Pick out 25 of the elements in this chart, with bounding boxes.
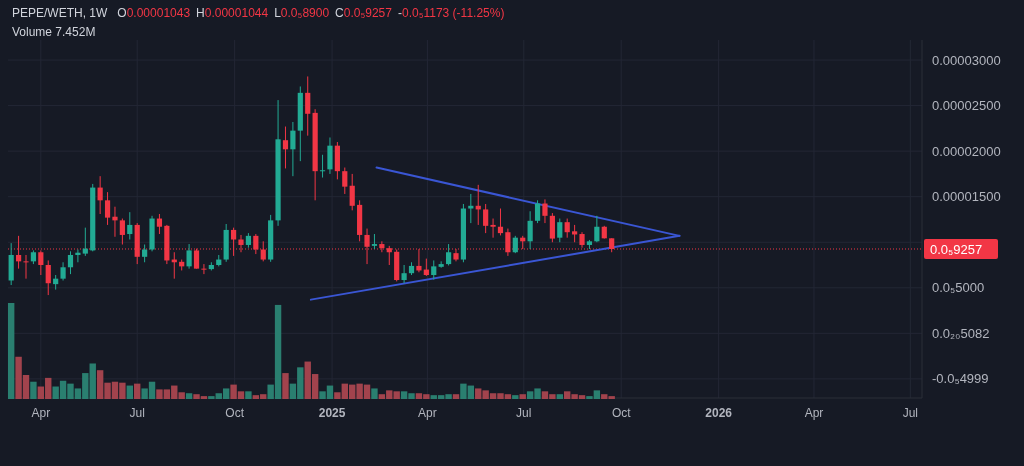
text: -0.0₅1173 (-11.25%) bbox=[397, 6, 505, 20]
x-tick-label: Apr bbox=[418, 406, 437, 420]
text: L0.0₅8900 bbox=[274, 6, 330, 20]
y-tick-label: 0.00002000 bbox=[932, 143, 1001, 159]
x-tick-label: Jul bbox=[129, 406, 145, 420]
text: O0.00001043 bbox=[117, 6, 191, 20]
y-tick-label: 0.0₅5000 bbox=[932, 280, 985, 296]
y-tick-label: -0.0₅4999 bbox=[932, 371, 989, 387]
x-tick-label: Apr bbox=[31, 406, 51, 420]
x-tick-label: Oct bbox=[225, 406, 245, 420]
y-tick-label: 0.0₂₀5082 bbox=[932, 325, 990, 341]
text: Volume 7.452M bbox=[12, 25, 96, 39]
chart-title: PEPE/WETH, 1W bbox=[12, 6, 109, 20]
x-tick-label: 2026 bbox=[705, 406, 733, 420]
y-tick-label: 0.00002500 bbox=[932, 98, 1001, 114]
x-tick-label: Jul bbox=[902, 406, 919, 420]
text: C0.0₅9257 bbox=[335, 6, 393, 20]
text: H0.00001044 bbox=[196, 6, 269, 20]
x-tick-label: Jul bbox=[516, 406, 532, 420]
x-tick-label: Oct bbox=[611, 406, 632, 420]
x-tick-label: Apr bbox=[804, 406, 824, 420]
y-tick-label: 0.00003000 bbox=[932, 52, 1001, 68]
ref-line-label: 0.0₅9257 bbox=[930, 241, 983, 257]
x-tick-label: 2025 bbox=[318, 406, 346, 420]
y-tick-label: 0.00001500 bbox=[932, 189, 1001, 205]
